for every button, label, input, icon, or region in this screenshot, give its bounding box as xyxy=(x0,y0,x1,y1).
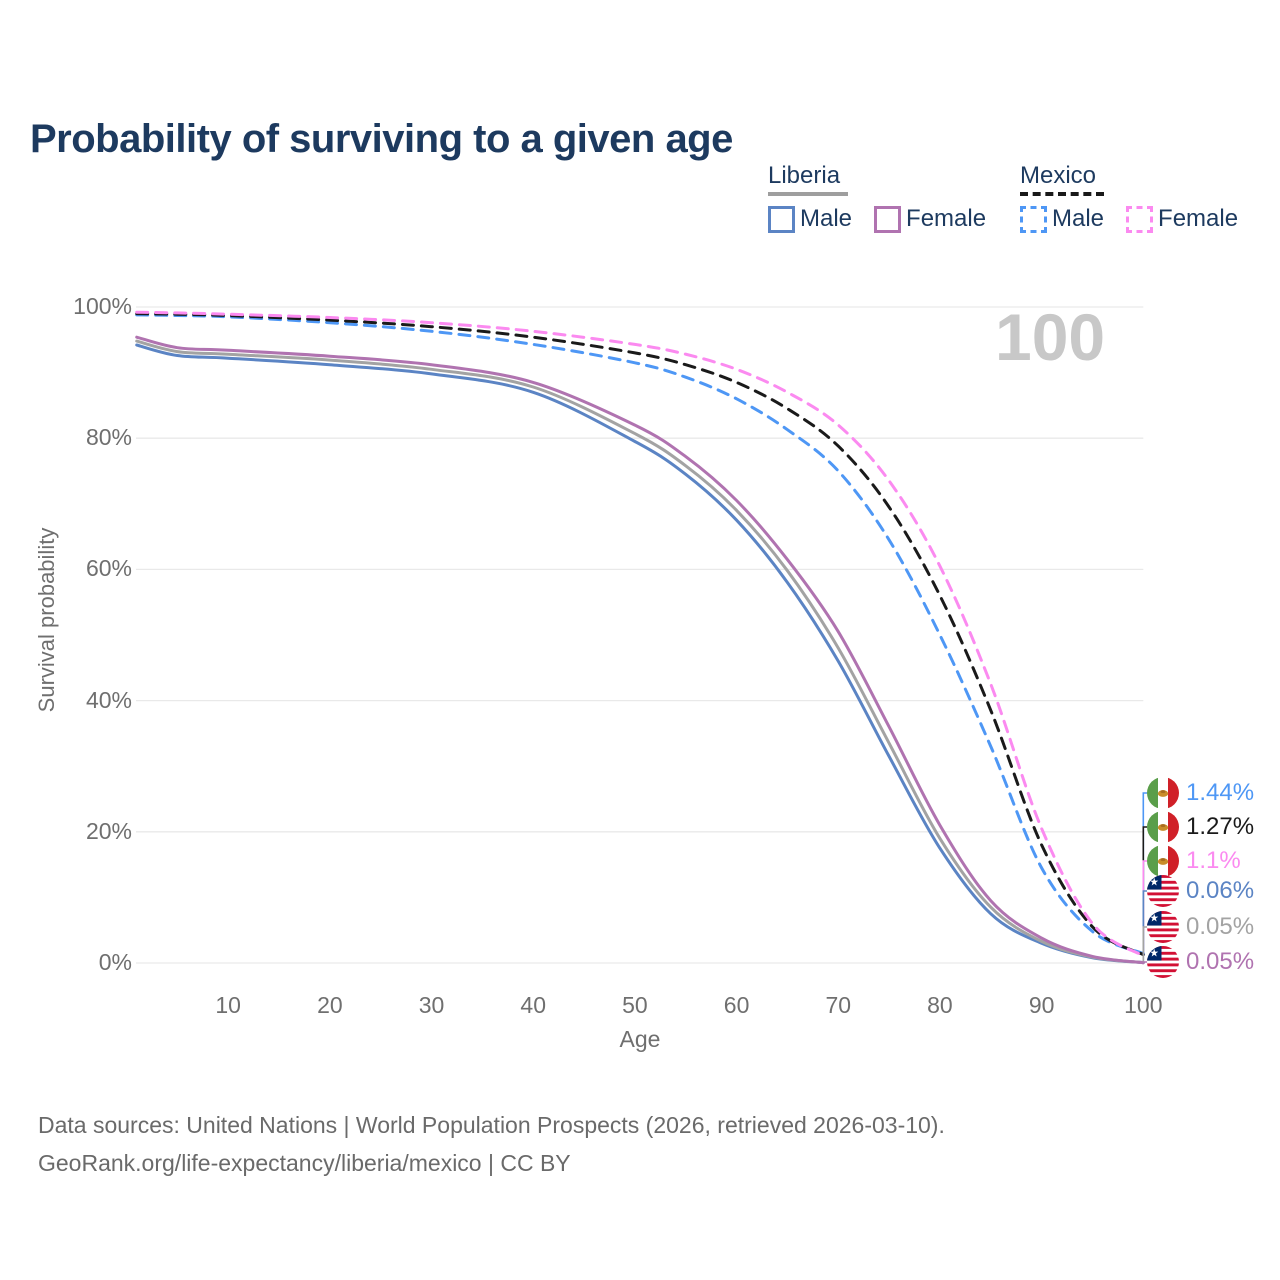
liberia-flag-icon xyxy=(1147,946,1179,978)
end-value: 0.05% xyxy=(1186,913,1255,940)
mexico-male-swatch-icon xyxy=(1020,205,1047,233)
end-value: 1.44% xyxy=(1186,779,1255,806)
legend-country-mexico[interactable]: Mexico xyxy=(1020,162,1097,189)
x-tick-90: 90 xyxy=(1028,992,1055,1018)
end-label-mexico-male[interactable]: 1.44% xyxy=(1147,777,1254,809)
liberia-line-style-swatch xyxy=(768,192,848,196)
end-value: 1.27% xyxy=(1186,813,1255,840)
x-tick-80: 80 xyxy=(927,992,953,1018)
x-tick-40: 40 xyxy=(520,992,547,1018)
legend-label: Male xyxy=(1052,205,1105,232)
series-line-liberia-female[interactable] xyxy=(135,335,1145,965)
end-value: 1.1% xyxy=(1186,847,1241,874)
liberia-flag-icon xyxy=(1147,875,1179,907)
end-value: 0.06% xyxy=(1186,877,1255,904)
legend-group-mexico: Mexico Male Female xyxy=(1020,162,1238,233)
mexico-line-style-swatch xyxy=(1020,192,1104,196)
liberia-male-swatch-icon xyxy=(768,205,795,233)
x-tick-100: 100 xyxy=(1124,992,1163,1018)
series-line-mexico-female[interactable] xyxy=(135,310,1145,958)
series-line-liberia-all[interactable] xyxy=(135,339,1145,965)
y-tick-40%: 40% xyxy=(85,686,132,713)
x-tick-60: 60 xyxy=(723,992,750,1018)
legend-label: Male xyxy=(800,205,853,232)
y-tick-0%: 0% xyxy=(98,949,132,975)
series-line-mexico-all[interactable] xyxy=(135,312,1145,957)
liberia-female-swatch-icon xyxy=(874,205,902,233)
legend-item-liberia-female[interactable]: Female xyxy=(874,205,986,233)
x-tick-70: 70 xyxy=(825,992,852,1018)
end-label-mexico-all[interactable]: 1.27% xyxy=(1147,811,1254,843)
legend-group-liberia: Liberia Male Female xyxy=(768,162,986,233)
legend-label: Female xyxy=(1158,205,1239,232)
liberia-flag-icon xyxy=(1147,911,1179,943)
chart-title: Probability of surviving to a given age xyxy=(30,116,733,161)
x-tick-20: 20 xyxy=(317,992,343,1018)
legend-country-liberia[interactable]: Liberia xyxy=(768,162,841,189)
x-axis-title: Age xyxy=(619,1026,661,1052)
footer-attribution-line[interactable]: GeoRank.org/life-expectancy/liberia/mexi… xyxy=(38,1150,571,1176)
end-value: 0.05% xyxy=(1186,948,1255,975)
legend-item-mexico-male[interactable]: Male xyxy=(1020,205,1104,233)
mexico-flag-icon xyxy=(1147,777,1179,809)
end-label-liberia-female[interactable]: 0.05% xyxy=(1147,946,1254,978)
footer-sources-line: Data sources: United Nations | World Pop… xyxy=(38,1112,945,1138)
x-tick-50: 50 xyxy=(622,992,648,1018)
series-line-liberia-male[interactable] xyxy=(135,343,1145,965)
mexico-flag-icon xyxy=(1147,845,1179,877)
legend-item-liberia-male[interactable]: Male xyxy=(768,205,852,233)
end-label-liberia-male[interactable]: 0.06% xyxy=(1147,875,1254,907)
y-tick-100%: 100% xyxy=(73,293,132,319)
y-tick-20%: 20% xyxy=(85,817,132,844)
legend-item-mexico-female[interactable]: Female xyxy=(1126,205,1238,233)
data-sources-footer: Data sources: United Nations | World Pop… xyxy=(38,1106,945,1182)
y-tick-80%: 80% xyxy=(85,424,132,451)
x-tick-30: 30 xyxy=(418,992,445,1018)
series-line-mexico-male[interactable] xyxy=(135,313,1145,956)
hovered-age-watermark: 100 xyxy=(995,300,1106,374)
legend-label: Female xyxy=(906,205,987,232)
x-tick-10: 10 xyxy=(215,992,241,1018)
mexico-flag-icon xyxy=(1147,811,1179,843)
end-label-mexico-female[interactable]: 1.1% xyxy=(1147,845,1241,877)
end-label-liberia-all[interactable]: 0.05% xyxy=(1147,911,1254,943)
mexico-female-swatch-icon xyxy=(1126,205,1154,233)
y-tick-60%: 60% xyxy=(85,555,132,582)
